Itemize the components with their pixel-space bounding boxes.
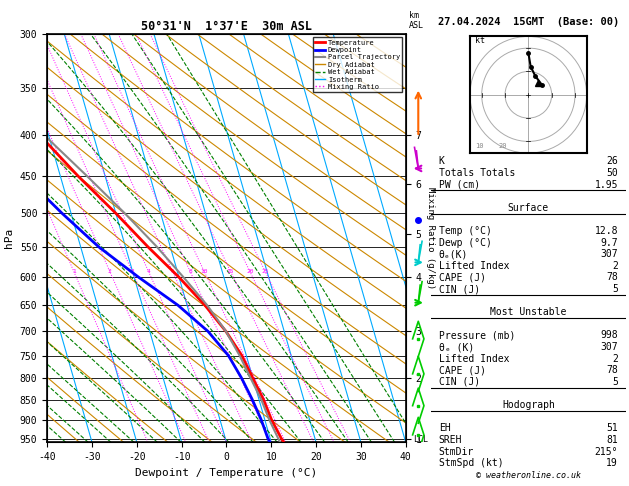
Text: Most Unstable: Most Unstable <box>490 307 567 317</box>
Text: 25: 25 <box>262 269 269 274</box>
Text: 5: 5 <box>612 377 618 387</box>
Text: StmSpd (kt): StmSpd (kt) <box>438 458 503 468</box>
Text: 2: 2 <box>108 269 111 274</box>
Text: Surface: Surface <box>508 203 549 213</box>
Text: kt: kt <box>475 36 485 46</box>
Text: CIN (J): CIN (J) <box>438 377 480 387</box>
Text: 78: 78 <box>606 273 618 282</box>
Y-axis label: Mixing Ratio (g/kg): Mixing Ratio (g/kg) <box>426 187 435 289</box>
Text: 307: 307 <box>601 249 618 259</box>
Text: 50: 50 <box>606 168 618 178</box>
Text: 4: 4 <box>147 269 150 274</box>
Text: PW (cm): PW (cm) <box>438 179 480 190</box>
Text: © weatheronline.co.uk: © weatheronline.co.uk <box>476 471 581 480</box>
Text: 215°: 215° <box>594 447 618 456</box>
Text: Pressure (mb): Pressure (mb) <box>438 330 515 341</box>
Text: LCL: LCL <box>413 435 428 444</box>
Text: 10: 10 <box>201 269 208 274</box>
Text: EH: EH <box>438 423 450 434</box>
Text: 15: 15 <box>226 269 234 274</box>
Legend: Temperature, Dewpoint, Parcel Trajectory, Dry Adiabat, Wet Adiabat, Isotherm, Mi: Temperature, Dewpoint, Parcel Trajectory… <box>313 37 402 92</box>
Text: 1.95: 1.95 <box>594 179 618 190</box>
Text: 5: 5 <box>612 284 618 294</box>
Text: 307: 307 <box>601 342 618 352</box>
Text: 9.7: 9.7 <box>601 238 618 247</box>
Text: Hodograph: Hodograph <box>502 400 555 410</box>
Text: StmDir: StmDir <box>438 447 474 456</box>
Text: CIN (J): CIN (J) <box>438 284 480 294</box>
Text: 8: 8 <box>188 269 192 274</box>
X-axis label: Dewpoint / Temperature (°C): Dewpoint / Temperature (°C) <box>135 468 318 478</box>
Text: θₑ (K): θₑ (K) <box>438 342 474 352</box>
Text: Totals Totals: Totals Totals <box>438 168 515 178</box>
Text: SREH: SREH <box>438 435 462 445</box>
Y-axis label: hPa: hPa <box>4 228 14 248</box>
Text: Temp (°C): Temp (°C) <box>438 226 491 236</box>
Text: 10: 10 <box>475 143 483 149</box>
Text: 51: 51 <box>606 423 618 434</box>
Text: 1: 1 <box>72 269 75 274</box>
Text: 27.04.2024  15GMT  (Base: 00): 27.04.2024 15GMT (Base: 00) <box>438 17 619 27</box>
Text: 3: 3 <box>130 269 134 274</box>
Text: 20: 20 <box>246 269 253 274</box>
Text: Lifted Index: Lifted Index <box>438 354 509 364</box>
Text: 26: 26 <box>606 156 618 166</box>
Text: Lifted Index: Lifted Index <box>438 261 509 271</box>
Text: 20: 20 <box>498 143 506 149</box>
Text: 2: 2 <box>612 354 618 364</box>
Text: 12.8: 12.8 <box>594 226 618 236</box>
Text: CAPE (J): CAPE (J) <box>438 273 486 282</box>
Text: CAPE (J): CAPE (J) <box>438 365 486 375</box>
Text: θₑ(K): θₑ(K) <box>438 249 468 259</box>
Text: 19: 19 <box>606 458 618 468</box>
Text: 6: 6 <box>170 269 174 274</box>
Title: 50°31'N  1°37'E  30m ASL: 50°31'N 1°37'E 30m ASL <box>141 20 312 33</box>
Text: 2: 2 <box>612 261 618 271</box>
Text: K: K <box>438 156 445 166</box>
Text: km
ASL: km ASL <box>409 11 425 30</box>
Text: Dewp (°C): Dewp (°C) <box>438 238 491 247</box>
Text: 998: 998 <box>601 330 618 341</box>
Text: 78: 78 <box>606 365 618 375</box>
Text: 81: 81 <box>606 435 618 445</box>
